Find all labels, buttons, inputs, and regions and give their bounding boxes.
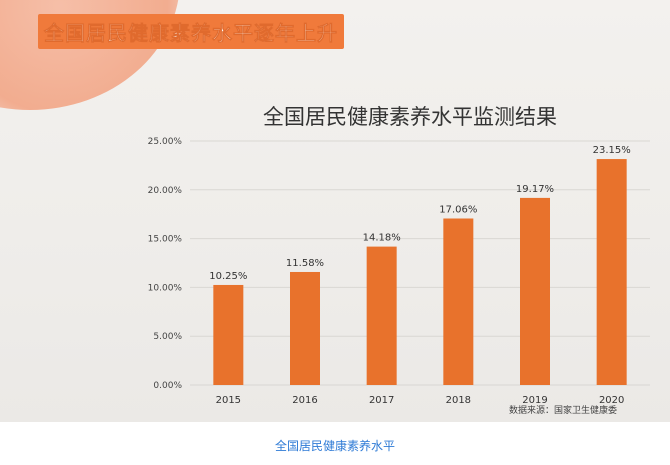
source-note: 数据来源：国家卫生健康委 xyxy=(509,404,617,416)
y-tick-label: 20.00% xyxy=(148,186,183,196)
value-label: 14.18% xyxy=(363,233,401,244)
value-label: 11.58% xyxy=(286,258,324,269)
y-tick-label: 15.00% xyxy=(148,235,183,245)
infographic-slide: 全国居民健康素养水平逐年上升 全国居民健康素养水平监测结果 0.00% 5.00%… xyxy=(0,0,670,422)
value-label: 17.06% xyxy=(439,204,477,215)
bar xyxy=(290,271,320,385)
headline: 全国居民健康素养水平逐年上升 xyxy=(38,14,344,49)
value-label: 23.15% xyxy=(593,145,631,156)
value-label: 10.25% xyxy=(209,271,247,282)
y-tick-label: 25.00% xyxy=(148,137,183,147)
x-tick-label: 2017 xyxy=(369,395,394,406)
y-tick-label: 0.00% xyxy=(153,381,182,391)
x-tick-label: 2016 xyxy=(292,395,317,406)
bars xyxy=(213,159,627,385)
gridlines xyxy=(190,140,650,386)
x-tick-label: 2015 xyxy=(216,395,241,406)
bar xyxy=(443,218,474,385)
x-axis-tick-labels: 2015 2016 2017 2018 2019 2020 xyxy=(216,395,625,406)
y-tick-label: 10.00% xyxy=(148,283,183,293)
y-tick-label: 5.00% xyxy=(153,332,182,342)
y-axis-tick-labels: 0.00% 5.00% 10.00% 15.00% 20.00% 25.00% xyxy=(148,137,183,391)
value-labels: 10.25% 11.58% 14.18% 17.06% 19.17% 23.15% xyxy=(209,145,630,282)
x-tick-label: 2019 xyxy=(522,395,547,406)
bar-chart: 全国居民健康素养水平监测结果 0.00% 5.00% 10.00% 15.00% 20.… xyxy=(148,105,650,416)
bar xyxy=(596,159,627,385)
x-tick-label: 2018 xyxy=(446,395,471,406)
image-caption[interactable]: 全国居民健康素养水平 xyxy=(274,439,395,453)
bar xyxy=(213,284,244,385)
chart-title: 全国居民健康素养水平监测结果 xyxy=(263,105,557,129)
x-tick-label: 2020 xyxy=(599,395,624,406)
bar xyxy=(520,197,550,385)
bar xyxy=(366,246,397,385)
value-label: 19.17% xyxy=(516,184,554,195)
